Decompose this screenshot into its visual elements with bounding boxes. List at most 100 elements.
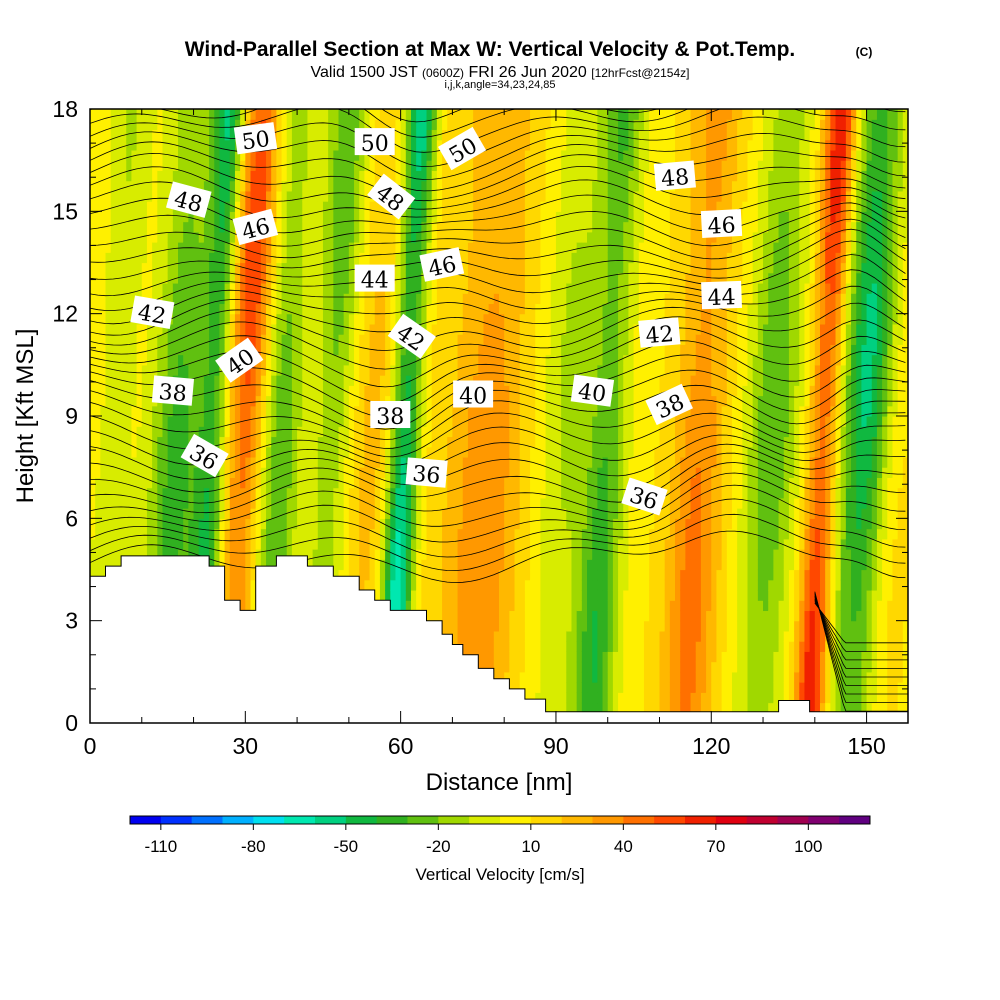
velocity-cell [131, 395, 138, 407]
velocity-cell [276, 354, 283, 366]
velocity-cell [379, 160, 386, 171]
velocity-cell [219, 262, 226, 274]
velocity-cell [426, 436, 433, 448]
velocity-cell [385, 528, 391, 540]
velocity-cell [354, 416, 360, 427]
velocity-cell [115, 303, 122, 315]
velocity-cell [478, 579, 485, 591]
velocity-cell [141, 538, 148, 550]
velocity-cell [136, 160, 143, 171]
velocity-cell [209, 354, 215, 366]
velocity-cell [245, 528, 252, 540]
velocity-cell [115, 375, 122, 386]
velocity-cell [343, 385, 350, 397]
velocity-cell [436, 579, 443, 591]
velocity-cell [488, 160, 495, 171]
velocity-cell [172, 354, 179, 366]
velocity-cell [214, 109, 221, 120]
velocity-cell [255, 303, 262, 315]
velocity-cell [452, 600, 459, 612]
velocity-cell [110, 487, 117, 499]
velocity-cell [224, 272, 231, 284]
velocity-cell [333, 559, 340, 571]
velocity-cell [385, 559, 391, 571]
velocity-cell [302, 170, 309, 182]
velocity-cell [141, 252, 148, 264]
velocity-cell [395, 149, 402, 161]
velocity-cell [172, 119, 179, 131]
velocity-cell [504, 149, 510, 161]
velocity-cell [333, 364, 340, 376]
velocity-cell [250, 303, 257, 315]
velocity-cell [162, 201, 169, 212]
velocity-cell [198, 426, 205, 438]
velocity-cell [364, 385, 371, 397]
velocity-cell [390, 579, 397, 591]
velocity-cell [224, 579, 231, 591]
velocity-cell [421, 293, 428, 305]
velocity-cell [100, 242, 107, 253]
velocity-cell [410, 405, 417, 417]
velocity-cell [447, 416, 454, 427]
velocity-cell [105, 426, 112, 438]
velocity-cell [514, 446, 521, 458]
velocity-cell [379, 119, 386, 131]
velocity-cell [348, 139, 355, 151]
velocity-cell [105, 354, 112, 366]
velocity-cell [224, 559, 231, 571]
velocity-cell [478, 354, 485, 366]
velocity-cell [317, 416, 324, 427]
velocity-cell [188, 344, 195, 356]
velocity-cell [281, 231, 288, 243]
velocity-cell [183, 303, 189, 315]
velocity-cell [178, 242, 184, 253]
velocity-cell [126, 262, 133, 274]
velocity-cell [436, 436, 443, 448]
velocity-cell [338, 252, 345, 264]
velocity-cell [328, 303, 334, 315]
velocity-cell [240, 518, 246, 530]
velocity-cell [214, 436, 221, 448]
velocity-cell [395, 313, 402, 325]
velocity-cell [172, 282, 179, 294]
velocity-cell [146, 272, 153, 284]
velocity-cell [416, 303, 422, 315]
velocity-cell [322, 242, 329, 253]
velocity-cell [121, 334, 127, 345]
velocity-cell [364, 405, 371, 417]
velocity-cell [229, 477, 236, 489]
velocity-cell [214, 395, 221, 407]
velocity-cell [110, 282, 117, 294]
velocity-cell [343, 375, 350, 386]
velocity-cell [431, 559, 438, 571]
velocity-cell [364, 559, 371, 571]
velocity-cell [442, 170, 448, 182]
velocity-cell [514, 641, 521, 652]
velocity-cell [473, 528, 479, 540]
velocity-cell [322, 252, 329, 264]
velocity-cell [209, 180, 215, 192]
velocity-cell [405, 559, 412, 571]
velocity-cell [224, 119, 231, 131]
velocity-cell [312, 426, 319, 438]
velocity-cell [95, 262, 101, 274]
velocity-cell [291, 282, 298, 294]
velocity-cell [255, 446, 262, 458]
velocity-cell [467, 641, 474, 652]
velocity-cell [286, 467, 293, 478]
velocity-cell [328, 405, 334, 417]
velocity-cell [457, 456, 464, 468]
velocity-cell [224, 497, 231, 509]
velocity-cell [146, 129, 153, 141]
velocity-cell [146, 467, 153, 478]
velocity-cell [328, 467, 334, 478]
velocity-cell [307, 109, 314, 120]
velocity-cell [462, 375, 469, 386]
velocity-cell [152, 272, 158, 284]
velocity-cell [354, 221, 360, 233]
velocity-cell [493, 610, 500, 622]
velocity-cell [214, 426, 221, 438]
velocity-cell [317, 549, 324, 560]
velocity-cell [317, 405, 324, 417]
velocity-cell [452, 549, 459, 560]
